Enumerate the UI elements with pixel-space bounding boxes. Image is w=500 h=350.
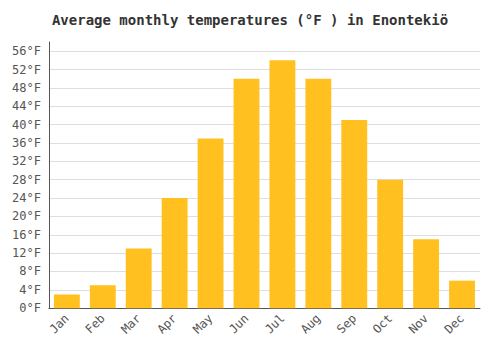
svg-text:40°F: 40°F	[12, 118, 41, 132]
svg-text:56°F: 56°F	[12, 44, 41, 58]
svg-text:Oct: Oct	[370, 311, 395, 336]
svg-text:Nov: Nov	[406, 311, 431, 336]
svg-text:16°F: 16°F	[12, 228, 41, 242]
svg-text:Jan: Jan	[47, 311, 72, 336]
svg-text:Average monthly temperatures (: Average monthly temperatures (°F ) in En…	[52, 12, 448, 28]
svg-text:28°F: 28°F	[12, 173, 41, 187]
svg-text:0°F: 0°F	[19, 301, 41, 315]
svg-text:44°F: 44°F	[12, 99, 41, 113]
svg-text:Sep: Sep	[334, 311, 359, 336]
svg-text:20°F: 20°F	[12, 209, 41, 223]
svg-text:May: May	[190, 311, 215, 336]
svg-text:8°F: 8°F	[19, 264, 41, 278]
svg-text:24°F: 24°F	[12, 191, 41, 205]
svg-text:Dec: Dec	[442, 311, 467, 336]
svg-text:Mar: Mar	[118, 311, 143, 336]
svg-text:48°F: 48°F	[12, 81, 41, 95]
svg-text:Jul: Jul	[262, 311, 287, 336]
svg-text:52°F: 52°F	[12, 63, 41, 77]
svg-text:32°F: 32°F	[12, 154, 41, 168]
svg-text:Apr: Apr	[154, 311, 179, 336]
svg-text:Feb: Feb	[83, 311, 108, 336]
svg-text:Jun: Jun	[226, 311, 251, 336]
svg-text:12°F: 12°F	[12, 246, 41, 260]
svg-text:36°F: 36°F	[12, 136, 41, 150]
svg-text:Aug: Aug	[298, 311, 323, 336]
svg-text:4°F: 4°F	[19, 283, 41, 297]
